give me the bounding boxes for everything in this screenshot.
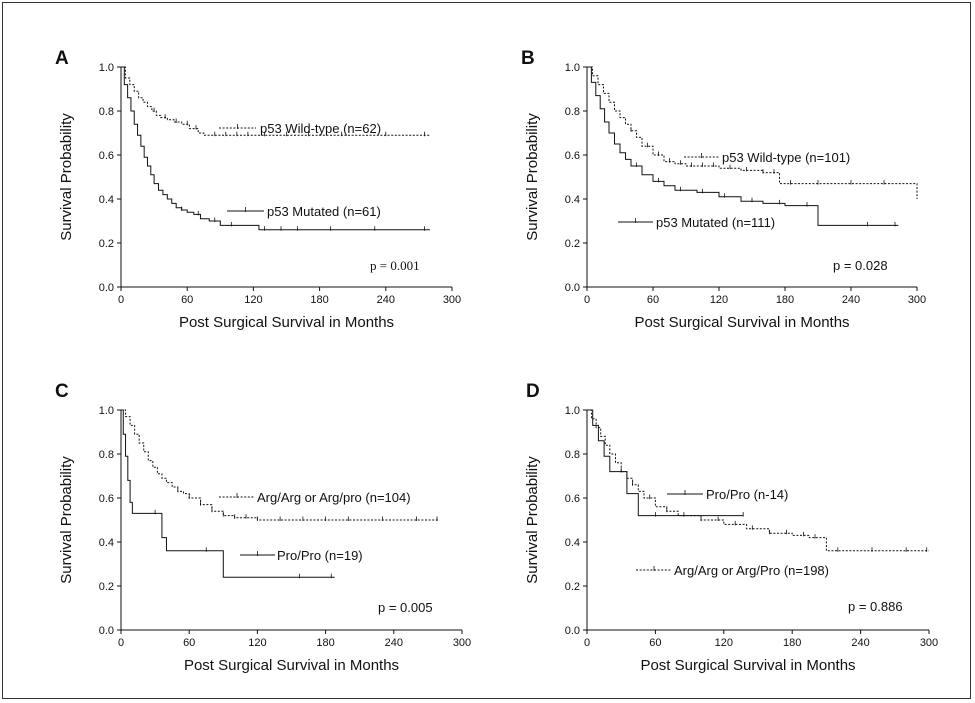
p-value: p = 0.005 — [378, 600, 433, 615]
x-tick-label: 240 — [851, 637, 869, 649]
legend-label: Pro/Pro (n=19) — [277, 548, 363, 563]
x-tick-label: 300 — [908, 294, 926, 306]
y-axis-label: Survival Probability — [58, 113, 75, 241]
y-axis-label: Survival Probability — [524, 113, 541, 241]
survival-curve-dashed — [587, 66, 918, 199]
x-tick-label: 0 — [118, 294, 124, 306]
x-tick-label: 180 — [783, 637, 801, 649]
y-axis-label: Survival Probability — [524, 456, 541, 584]
legend-label: Arg/Arg or Arg/pro (n=104) — [257, 490, 411, 505]
y-tick-label: 0.6 — [99, 493, 114, 505]
panel-c: C 0 60 120 180 240 300 0.0 0.2 0.4 0.6 0.8 1.0 Post S… — [55, 381, 471, 674]
legend-label: Pro/Pro (n-14) — [706, 487, 788, 502]
x-axis-label: Post Surgical Survival in Months — [184, 657, 399, 674]
y-tick-label: 0.2 — [99, 238, 114, 250]
x-tick-label: 180 — [316, 637, 334, 649]
x-tick-label: 0 — [584, 294, 590, 306]
x-tick-label: 120 — [248, 637, 266, 649]
p-value: p = 0.028 — [833, 258, 888, 273]
panel-letter: C — [55, 381, 69, 402]
survival-curve-solid — [121, 66, 430, 231]
y-tick-label: 0.0 — [565, 282, 580, 294]
legend-label: Arg/Arg or Arg/Pro (n=198) — [674, 563, 829, 578]
x-tick-label: 60 — [649, 637, 661, 649]
x-tick-label: 0 — [584, 637, 590, 649]
x-tick-label: 120 — [710, 294, 728, 306]
p-value: p = 0.001 — [370, 258, 420, 273]
legend-label: p53 Mutated (n=61) — [267, 204, 381, 219]
y-tick-label: 0.4 — [565, 194, 580, 206]
y-tick-label: 1.0 — [565, 405, 580, 417]
survival-curve-dashed — [587, 409, 929, 552]
y-tick-label: 0.2 — [565, 581, 580, 593]
panel-a: A 0 60 120 180 240 300 0.0 0.2 0.4 0.6 0.8 1.0 Post S… — [55, 48, 461, 331]
x-tick-label: 240 — [377, 294, 395, 306]
x-tick-label: 120 — [715, 637, 733, 649]
y-tick-label: 1.0 — [99, 405, 114, 417]
y-tick-label: 1.0 — [99, 62, 114, 74]
x-tick-label: 300 — [453, 637, 471, 649]
y-tick-label: 0.4 — [99, 537, 114, 549]
x-tick-label: 180 — [776, 294, 794, 306]
y-tick-label: 0.8 — [565, 106, 580, 118]
x-tick-label: 60 — [183, 637, 195, 649]
survival-curve-dashed — [121, 409, 440, 521]
x-tick-label: 240 — [385, 637, 403, 649]
x-tick-label: 60 — [647, 294, 659, 306]
y-tick-label: 0.6 — [565, 150, 580, 162]
x-tick-label: 0 — [118, 637, 124, 649]
panel-letter: B — [521, 48, 535, 69]
y-tick-label: 0.2 — [565, 238, 580, 250]
p-value: p = 0.886 — [848, 599, 903, 614]
legend-label: p53 Wild-type (n=62) — [260, 121, 381, 136]
x-tick-label: 300 — [443, 294, 461, 306]
survival-curve-solid — [121, 409, 335, 578]
y-axis-label: Survival Probability — [58, 456, 75, 584]
y-tick-label: 0.8 — [565, 449, 580, 461]
panel-d: D 0 60 120 180 240 300 0.0 0.2 0.4 0.6 0.8 1.0 Post S… — [524, 381, 938, 674]
x-tick-label: 240 — [842, 294, 860, 306]
panel-b: B 0 60 120 180 240 300 0.0 0.2 0.4 0.6 0.8 1.0 Post S… — [521, 48, 926, 331]
y-tick-label: 0.6 — [565, 493, 580, 505]
panel-letter: A — [55, 48, 69, 69]
y-tick-label: 0.4 — [565, 537, 580, 549]
y-tick-label: 0.0 — [565, 625, 580, 637]
survival-curve-dashed — [121, 66, 430, 136]
x-tick-label: 300 — [920, 637, 938, 649]
x-axis-label: Post Surgical Survival in Months — [179, 314, 394, 331]
y-tick-label: 0.2 — [99, 581, 114, 593]
panel-letter: D — [526, 381, 540, 402]
x-axis-label: Post Surgical Survival in Months — [640, 657, 855, 674]
x-axis-label: Post Surgical Survival in Months — [634, 314, 849, 331]
y-tick-label: 0.0 — [99, 282, 114, 294]
x-tick-label: 120 — [244, 294, 262, 306]
survival-curve-solid — [587, 66, 899, 226]
y-tick-label: 0.8 — [99, 106, 114, 118]
y-tick-label: 1.0 — [565, 62, 580, 74]
y-tick-label: 0.6 — [99, 150, 114, 162]
legend-label: p53 Wild-type (n=101) — [722, 150, 850, 165]
x-tick-label: 60 — [181, 294, 193, 306]
legend-label: p53 Mutated (n=111) — [656, 215, 775, 230]
y-tick-label: 0.4 — [99, 194, 114, 206]
y-tick-label: 0.8 — [99, 449, 114, 461]
survival-curve-solid — [587, 409, 744, 517]
y-tick-label: 0.0 — [99, 625, 114, 637]
x-tick-label: 180 — [310, 294, 328, 306]
